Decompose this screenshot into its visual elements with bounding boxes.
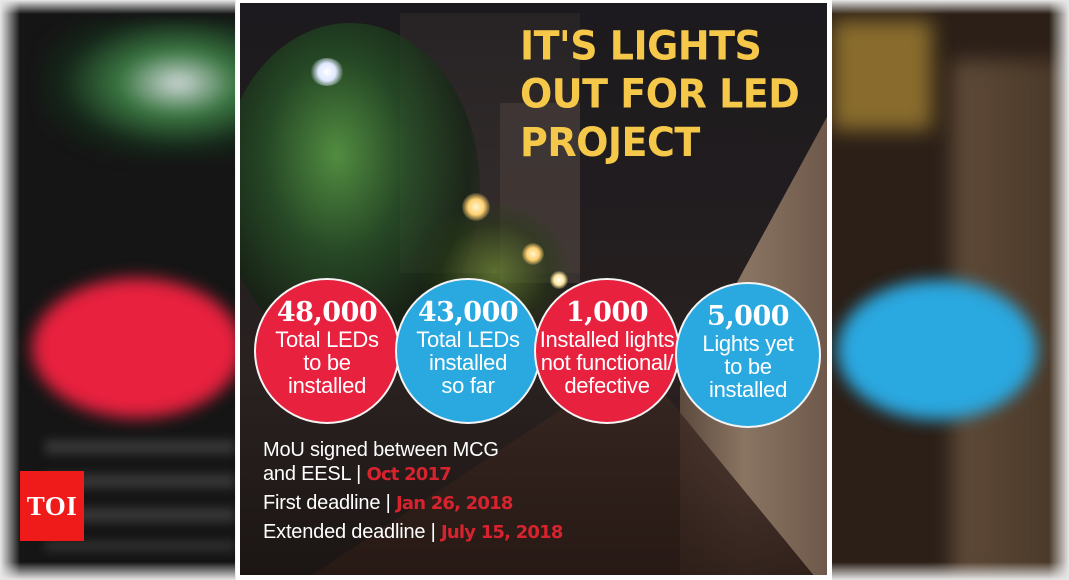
timeline-date: Oct 2017: [366, 464, 451, 485]
stat-label: Total LEDs: [416, 327, 520, 352]
stat-defective: 1,000 Installed lights not functional/ d…: [534, 278, 680, 424]
stat-total-leds: 48,000 Total LEDs to be installed: [254, 278, 400, 424]
timeline-text: MoU signed between MCG: [263, 439, 499, 461]
stat-label: to be: [303, 350, 351, 375]
streetlight-icon: [550, 271, 568, 289]
stat-value: 43,000: [417, 297, 519, 328]
headline-line: IT'S LIGHTS: [520, 22, 762, 69]
stat-label: Lights yet: [702, 331, 794, 356]
timeline-extended-deadline: Extended deadline | July 15, 2018: [263, 520, 563, 545]
stats-row: 48,000 Total LEDs to be installed 43,000…: [248, 278, 827, 428]
streetlight-icon: [462, 193, 490, 221]
headline-line: OUT FOR LED: [520, 70, 800, 118]
stat-label: installed: [708, 377, 788, 402]
timeline-first-deadline: First deadline | Jan 26, 2018: [263, 491, 563, 516]
stat-value: 48,000: [276, 297, 378, 328]
stat-label: not functional/: [540, 350, 674, 375]
stat-label: installed: [428, 350, 508, 375]
timeline-text: Extended deadline |: [263, 521, 442, 543]
timeline: MoU signed between MCG and EESL | Oct 20…: [263, 438, 563, 545]
timeline-text: and EESL |: [263, 463, 367, 485]
stat-label: so far: [441, 373, 495, 398]
stat-label: installed: [287, 373, 367, 398]
stat-value: 1,000: [565, 297, 649, 328]
stat-label: Total LEDs: [275, 327, 379, 352]
infographic-image: IT'S LIGHTS OUT FOR LED PROJECT 48,000 T…: [236, 0, 832, 580]
timeline-text: First deadline |: [263, 492, 396, 514]
streetlight-icon: [310, 58, 344, 86]
blurred-title: [832, 20, 932, 130]
timeline-date: July 15, 2018: [441, 522, 563, 543]
headline-line: PROJECT: [520, 119, 700, 166]
stat-value: 5,000: [706, 301, 790, 332]
headline: IT'S LIGHTS OUT FOR LED PROJECT: [520, 22, 820, 167]
blurred-red-circle: [32, 278, 235, 418]
toi-logo: TOI: [20, 471, 84, 541]
edge-fade: [0, 0, 20, 580]
edge-fade: [1049, 0, 1069, 580]
stat-yet-to-install: 5,000 Lights yet to be installed: [675, 282, 821, 428]
blurred-blue-circle: [837, 280, 1037, 420]
stat-installed-so-far: 43,000 Total LEDs installed so far: [395, 278, 541, 424]
stat-label: defective: [564, 373, 650, 398]
stat-label: Installed lights: [539, 327, 675, 352]
timeline-date: Jan 26, 2018: [395, 493, 513, 514]
toi-logo-text: TOI: [26, 490, 78, 521]
blurred-background-right: [832, 0, 1069, 580]
blurred-streetlight: [40, 20, 235, 160]
night-street-photo: IT'S LIGHTS OUT FOR LED PROJECT 48,000 T…: [240, 3, 827, 575]
streetlight-icon: [522, 243, 544, 265]
timeline-mou: MoU signed between MCG and EESL | Oct 20…: [263, 438, 563, 487]
stat-label: to be: [724, 354, 772, 379]
